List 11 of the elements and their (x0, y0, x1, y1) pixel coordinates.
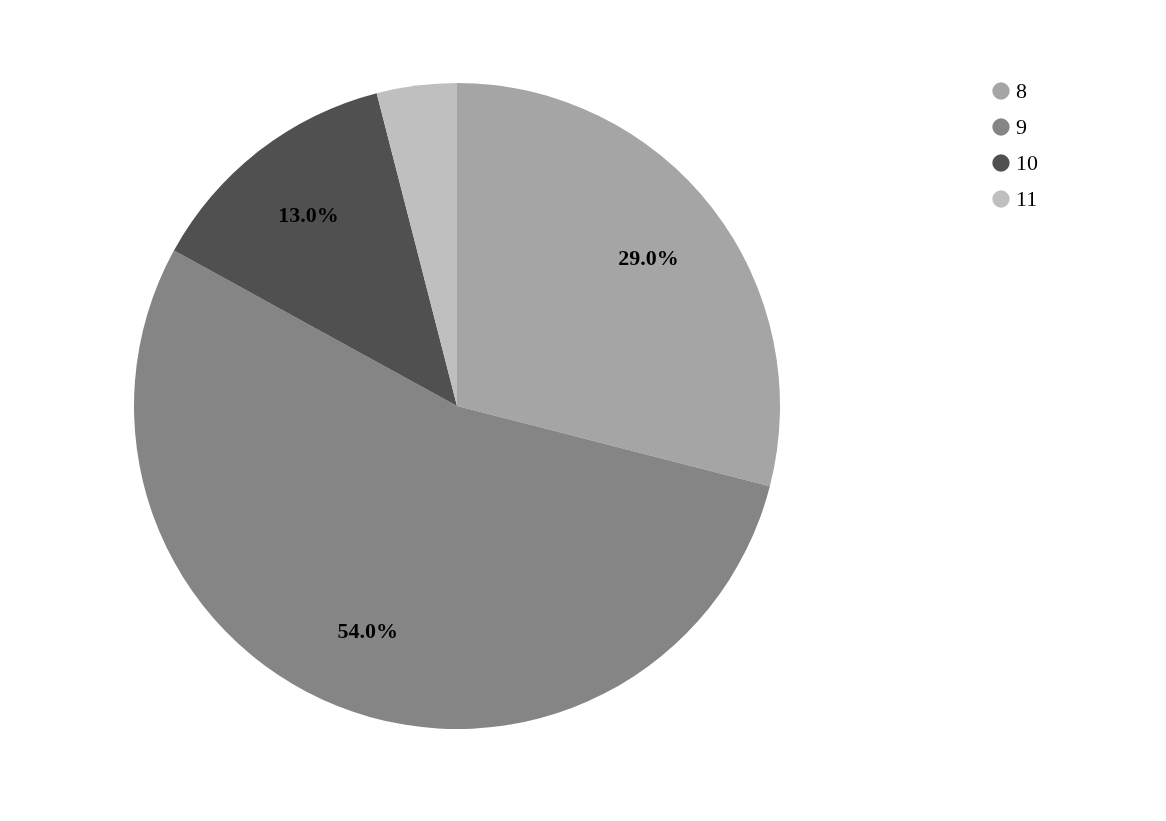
legend-label: 11 (1016, 186, 1038, 211)
data-label: 13.0% (278, 201, 339, 227)
data-label: 29.0% (618, 244, 679, 270)
pie-slice (173, 93, 457, 406)
pie-slice (134, 250, 770, 729)
legend-label: 10 (1016, 150, 1038, 175)
pie-slice (376, 83, 457, 406)
data-label: 54.0% (337, 618, 399, 644)
legend-label: 9 (1016, 114, 1027, 139)
legend-label: 8 (1016, 78, 1027, 103)
pie-slice (457, 83, 780, 487)
